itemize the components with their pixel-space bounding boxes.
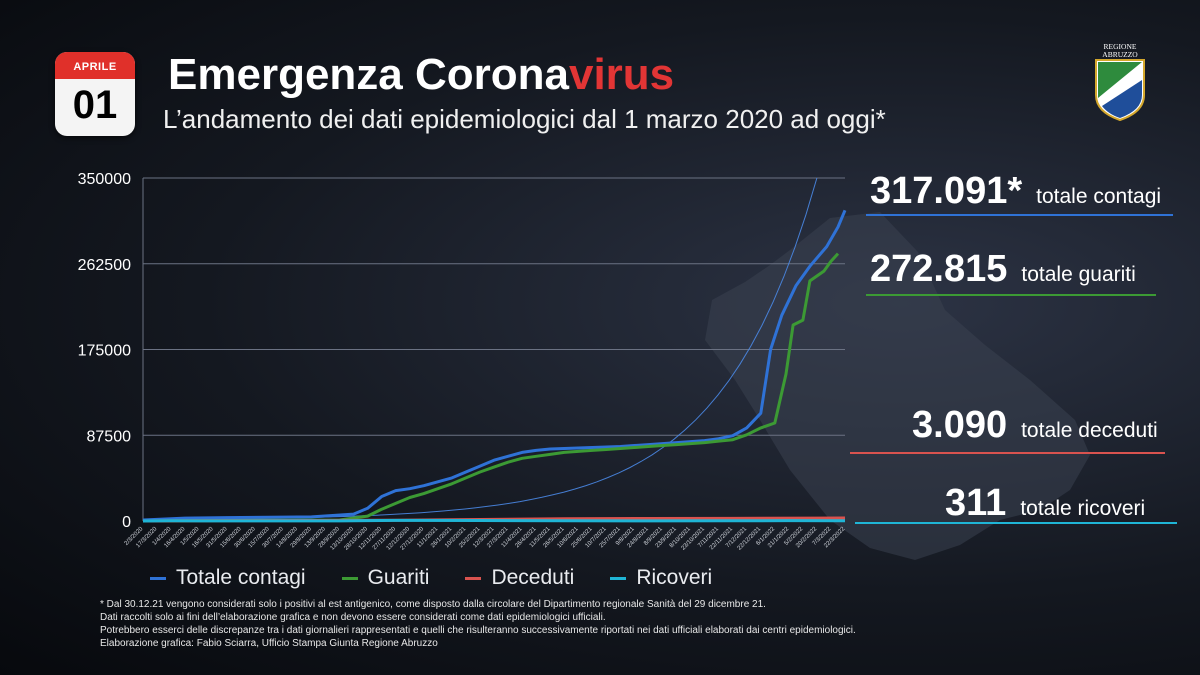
calendar-badge: APRILE 01 [55,52,135,136]
footnotes: * Dal 30.12.21 vengono considerati solo … [100,598,1000,650]
legend-label-deceduti: Deceduti [491,566,575,589]
y-tick-label: 350000 [78,171,131,188]
total-deceduti-underline [850,452,1165,454]
calendar-day: 01 [72,83,118,127]
y-axis-ticks: 350000 262500 175000 87500 0 [78,171,131,531]
total-deceduti-value: 3.090 [912,404,1008,446]
y-tick-label: 0 [122,514,131,531]
calendar-month: APRILE [55,52,135,79]
y-tick-label: 175000 [78,343,131,360]
total-deceduti-label: totale deceduti [1021,419,1158,442]
total-deceduti: 3.090 totale deceduti [912,404,1158,447]
total-ricoveri-underline [855,522,1177,524]
chart-series [142,209,847,523]
legend-swatch-guariti [341,576,358,580]
total-ricoveri-label: totale ricoveri [1020,497,1146,520]
total-guariti: 272.815 totale guariti [870,248,1136,291]
chart-legend: Totale contagi Guariti Deceduti Ricoveri [150,566,712,590]
footnote-line: Elaborazione grafica: Fabio Sciarra, Uff… [100,638,438,649]
footnote-line: Dati raccolti solo ai fini dell’elaboraz… [100,612,606,623]
total-guariti-underline [866,294,1156,296]
total-guariti-value: 272.815 [870,248,1008,290]
y-tick-label: 87500 [87,428,132,445]
total-contagi-underline [866,214,1173,216]
total-guariti-label: totale guariti [1021,263,1136,286]
total-ricoveri: 311 totale ricoveri [945,482,1145,525]
title-accent: virus [568,50,675,99]
series-line-totale-contagi [142,209,847,522]
series-line-ricoveri [142,518,846,523]
legend-label-contagi: Totale contagi [176,566,306,589]
legend-item-contagi: Totale contagi [150,566,306,590]
title-main: Emergenza Corona [168,50,569,99]
total-ricoveri-value: 311 [945,482,1007,524]
legend-item-ricoveri: Ricoveri [610,566,712,590]
legend-swatch-deceduti [465,576,482,580]
legend-label-guariti: Guariti [367,566,430,589]
legend-swatch-ricoveri [610,576,627,580]
total-contagi-label: totale contagi [1036,185,1162,208]
chart-grid [142,177,845,522]
regione-abruzzo-logo: REGIONE ABRUZZO [1095,42,1145,122]
legend-item-deceduti: Deceduti [465,566,574,590]
legend-label-ricoveri: Ricoveri [636,566,713,589]
series-line-guariti [142,252,840,523]
page-title: Emergenza Coronavirus [168,50,674,100]
logo-text-line2: ABRUZZO [1102,50,1138,59]
page-subtitle: L’andamento dei dati epidemiologici dal … [163,104,886,134]
x-axis-ticks: 2/3/202017/3/20201/4/202016/4/20201/5/20… [124,526,847,552]
logo-text-line1: REGIONE [1104,42,1137,51]
footnote-line: Potrebbero esserci delle discrepanze tra… [100,625,856,636]
legend-swatch-contagi [150,576,166,580]
legend-item-guariti: Guariti [341,566,430,590]
y-tick-label: 262500 [78,257,131,274]
total-contagi: 317.091* totale contagi [870,170,1161,213]
total-contagi-value: 317.091* [870,170,1023,212]
footnote-line: * Dal 30.12.21 vengono considerati solo … [100,599,766,610]
